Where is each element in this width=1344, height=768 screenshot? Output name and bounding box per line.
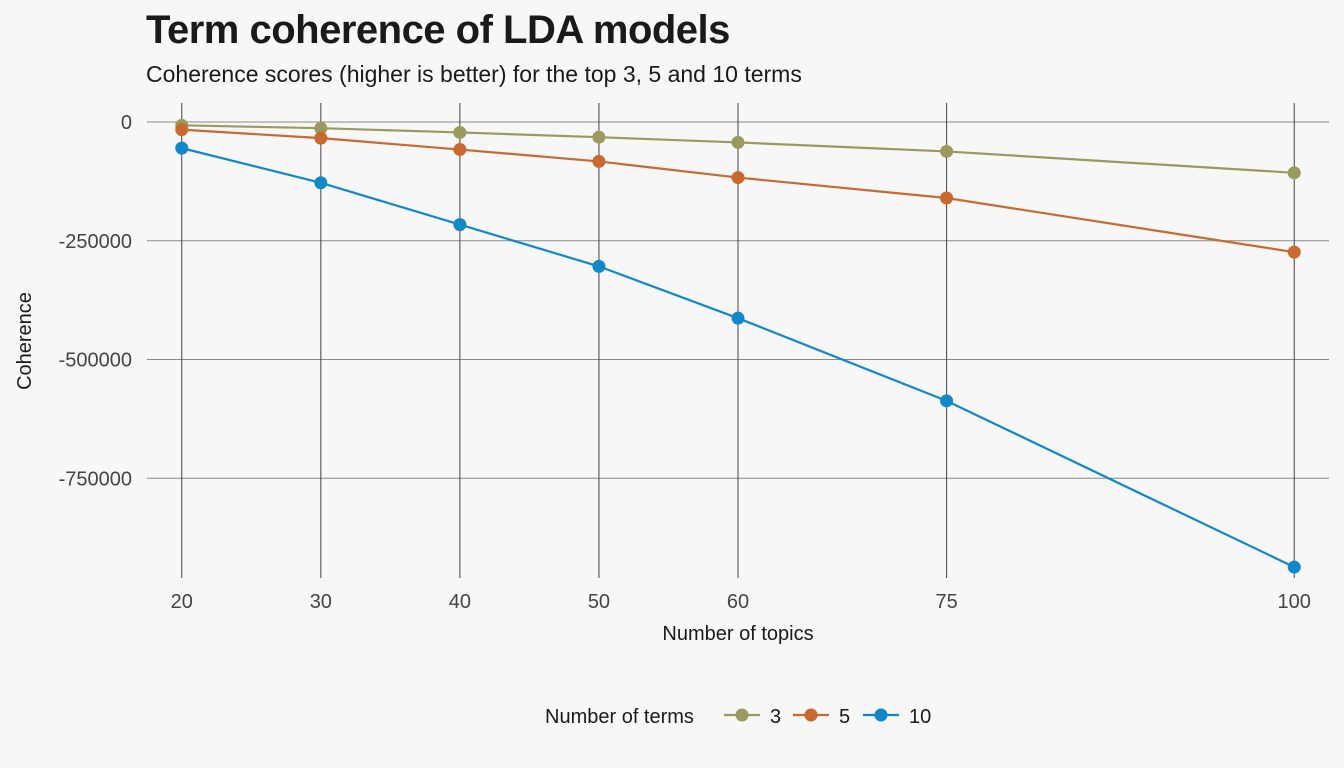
- data-point: [314, 131, 328, 145]
- data-point: [453, 143, 467, 157]
- data-point: [592, 130, 606, 144]
- data-point: [731, 135, 745, 149]
- data-point: [592, 259, 606, 273]
- legend-title: Number of terms: [545, 706, 694, 728]
- legend-label: 5: [839, 706, 850, 728]
- data-point: [175, 123, 189, 137]
- y-axis-title: Coherence: [14, 292, 36, 390]
- y-tick-label: -750000: [59, 468, 132, 490]
- y-axis-ticks: 0 -250000 -500000 -750000: [59, 112, 132, 490]
- x-tick-label: 50: [588, 591, 610, 613]
- data-point: [453, 218, 467, 232]
- data-point: [1287, 560, 1301, 574]
- data-point: [314, 176, 328, 190]
- x-tick-label: 60: [727, 591, 749, 613]
- data-point: [592, 154, 606, 168]
- x-tick-label: 100: [1278, 591, 1311, 613]
- y-tick-label: -250000: [59, 231, 132, 253]
- series-10: [175, 141, 1301, 574]
- x-tick-label: 75: [935, 591, 957, 613]
- data-point: [940, 394, 954, 408]
- y-tick-label: 0: [121, 112, 132, 134]
- x-tick-label: 40: [449, 591, 471, 613]
- x-tick-label: 30: [310, 591, 332, 613]
- series-lines: [175, 118, 1301, 574]
- y-tick-label: -500000: [59, 350, 132, 372]
- data-point: [731, 311, 745, 325]
- legend-label: 3: [770, 706, 781, 728]
- data-point: [940, 144, 954, 158]
- x-axis-title: Number of topics: [662, 623, 813, 645]
- data-point: [1287, 245, 1301, 259]
- legend-item-3: 3: [724, 706, 781, 728]
- legend-item-5: 5: [793, 706, 850, 728]
- legend-item-10: 10: [863, 706, 931, 728]
- data-point: [453, 125, 467, 139]
- data-point: [314, 121, 328, 135]
- legend-key-point: [804, 708, 818, 722]
- legend-key-point: [874, 708, 888, 722]
- x-tick-label: 20: [171, 591, 193, 613]
- x-axis-ticks: 20 30 40 50 60 75 100: [171, 591, 1311, 613]
- legend-label: 10: [909, 706, 931, 728]
- data-point: [940, 191, 954, 205]
- data-point: [1287, 166, 1301, 180]
- chart-title: Term coherence of LDA models: [146, 8, 730, 52]
- chart-subtitle: Coherence scores (higher is better) for …: [146, 61, 802, 87]
- legend-key-point: [735, 708, 749, 722]
- data-point: [731, 171, 745, 185]
- legend: Number of terms 3 5 10: [545, 706, 931, 728]
- series-5: [175, 123, 1301, 259]
- data-point: [175, 141, 189, 155]
